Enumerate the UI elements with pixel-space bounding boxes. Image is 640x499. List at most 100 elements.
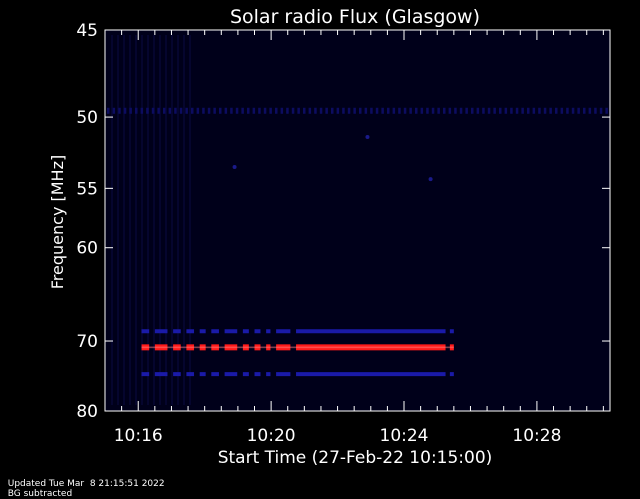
y-tick-label: 80 <box>76 402 98 422</box>
band-segment <box>403 107 407 114</box>
band-segment <box>254 372 261 377</box>
band-segment <box>252 107 256 114</box>
band-segment <box>196 107 200 114</box>
plot-texture <box>111 35 191 405</box>
y-tick-label: 50 <box>76 108 98 128</box>
band-segment <box>123 107 127 114</box>
band-segment <box>588 107 592 114</box>
band-segment <box>415 107 418 114</box>
band-segment <box>515 107 519 114</box>
band-segment <box>211 329 219 334</box>
band-segment <box>154 372 168 377</box>
band-segment <box>359 107 362 114</box>
band-segment <box>449 372 454 377</box>
band-segment <box>560 107 564 114</box>
band-segment <box>140 107 144 114</box>
band-segment <box>286 107 289 114</box>
background-note: BG subtracted <box>7 489 73 499</box>
emission-features <box>107 107 608 377</box>
band-segment <box>449 329 454 334</box>
band-segment <box>154 329 168 334</box>
band-segment <box>297 107 300 114</box>
x-tick-label: 10:16 <box>114 426 163 446</box>
band-segment <box>118 107 121 114</box>
band-segment <box>276 329 291 334</box>
y-tick-label: 55 <box>76 179 98 199</box>
band-segment <box>387 107 390 114</box>
band-segment <box>555 107 558 114</box>
band-segment <box>266 372 271 377</box>
band-segment <box>135 107 138 114</box>
band-segment <box>219 107 222 114</box>
band-segment <box>186 372 195 377</box>
band-segment <box>325 107 328 114</box>
band-segment <box>168 107 172 114</box>
emission-band <box>141 372 454 377</box>
band-segment <box>314 107 317 114</box>
band-segment <box>549 107 552 114</box>
band-segment <box>280 107 284 114</box>
band-segment <box>431 107 435 114</box>
band-segment <box>224 329 238 334</box>
band-segment <box>241 107 244 114</box>
band-segment <box>370 107 373 114</box>
y-tick-label: 60 <box>76 239 98 259</box>
noise-dot <box>428 177 433 182</box>
band-segment <box>336 107 340 114</box>
band-segment <box>224 372 238 377</box>
band-segment <box>392 107 396 114</box>
band-segment <box>605 107 608 114</box>
band-segment <box>199 372 206 377</box>
y-tick-label: 45 <box>76 21 98 41</box>
band-segment <box>296 329 446 334</box>
emission-band <box>141 329 454 334</box>
band-segment <box>331 107 334 114</box>
band-segment <box>173 329 181 334</box>
band-segment <box>465 107 468 114</box>
band-segment <box>459 107 463 114</box>
band-segment <box>538 107 541 114</box>
band-segment <box>207 107 211 114</box>
band-segment <box>151 107 155 114</box>
band-segment <box>129 107 132 114</box>
band-segment <box>242 372 249 377</box>
band-segment <box>493 107 496 114</box>
band-segment <box>141 329 150 334</box>
band-segment <box>275 107 278 114</box>
band-segment <box>499 107 502 114</box>
band-segment <box>375 107 379 114</box>
band-segment <box>185 107 188 114</box>
band-segment <box>543 107 547 114</box>
band-segment <box>454 107 457 114</box>
band-segment <box>146 107 149 114</box>
chart-title: Solar radio Flux (Glasgow) <box>230 6 480 28</box>
band-segment <box>571 107 575 114</box>
y-axis: 45 50 55 60 70 80 <box>76 21 610 422</box>
band-segment <box>521 107 524 114</box>
band-segment <box>398 107 401 114</box>
band-segment <box>319 107 323 114</box>
x-tick-label: 10:24 <box>380 426 429 446</box>
band-segment <box>213 107 216 114</box>
band-segment <box>186 329 195 334</box>
band-segment <box>532 107 536 114</box>
footer: Updated Tue Mar 8 21:15:51 2022 BG subtr… <box>2 469 173 499</box>
band-segment <box>487 107 491 114</box>
plot-area <box>105 30 610 411</box>
band-segment <box>224 107 228 114</box>
emission-band <box>107 107 608 114</box>
x-axis: 10:16 10:20 10:24 10:28 <box>114 30 604 446</box>
band-segment <box>266 329 271 334</box>
band-segment <box>199 329 206 334</box>
band-segment <box>347 107 351 114</box>
band-segment <box>258 107 261 114</box>
band-segment <box>235 107 239 114</box>
band-segment <box>577 107 580 114</box>
updated-timestamp: Updated Tue Mar 8 21:15:51 2022 <box>7 479 165 489</box>
y-axis-label: Frequency [MHz] <box>48 155 67 289</box>
band-segment <box>269 107 272 114</box>
band-segment <box>599 107 603 114</box>
noise-dot <box>365 134 370 139</box>
x-tick-label: 10:20 <box>247 426 296 446</box>
band-segment <box>174 107 177 114</box>
